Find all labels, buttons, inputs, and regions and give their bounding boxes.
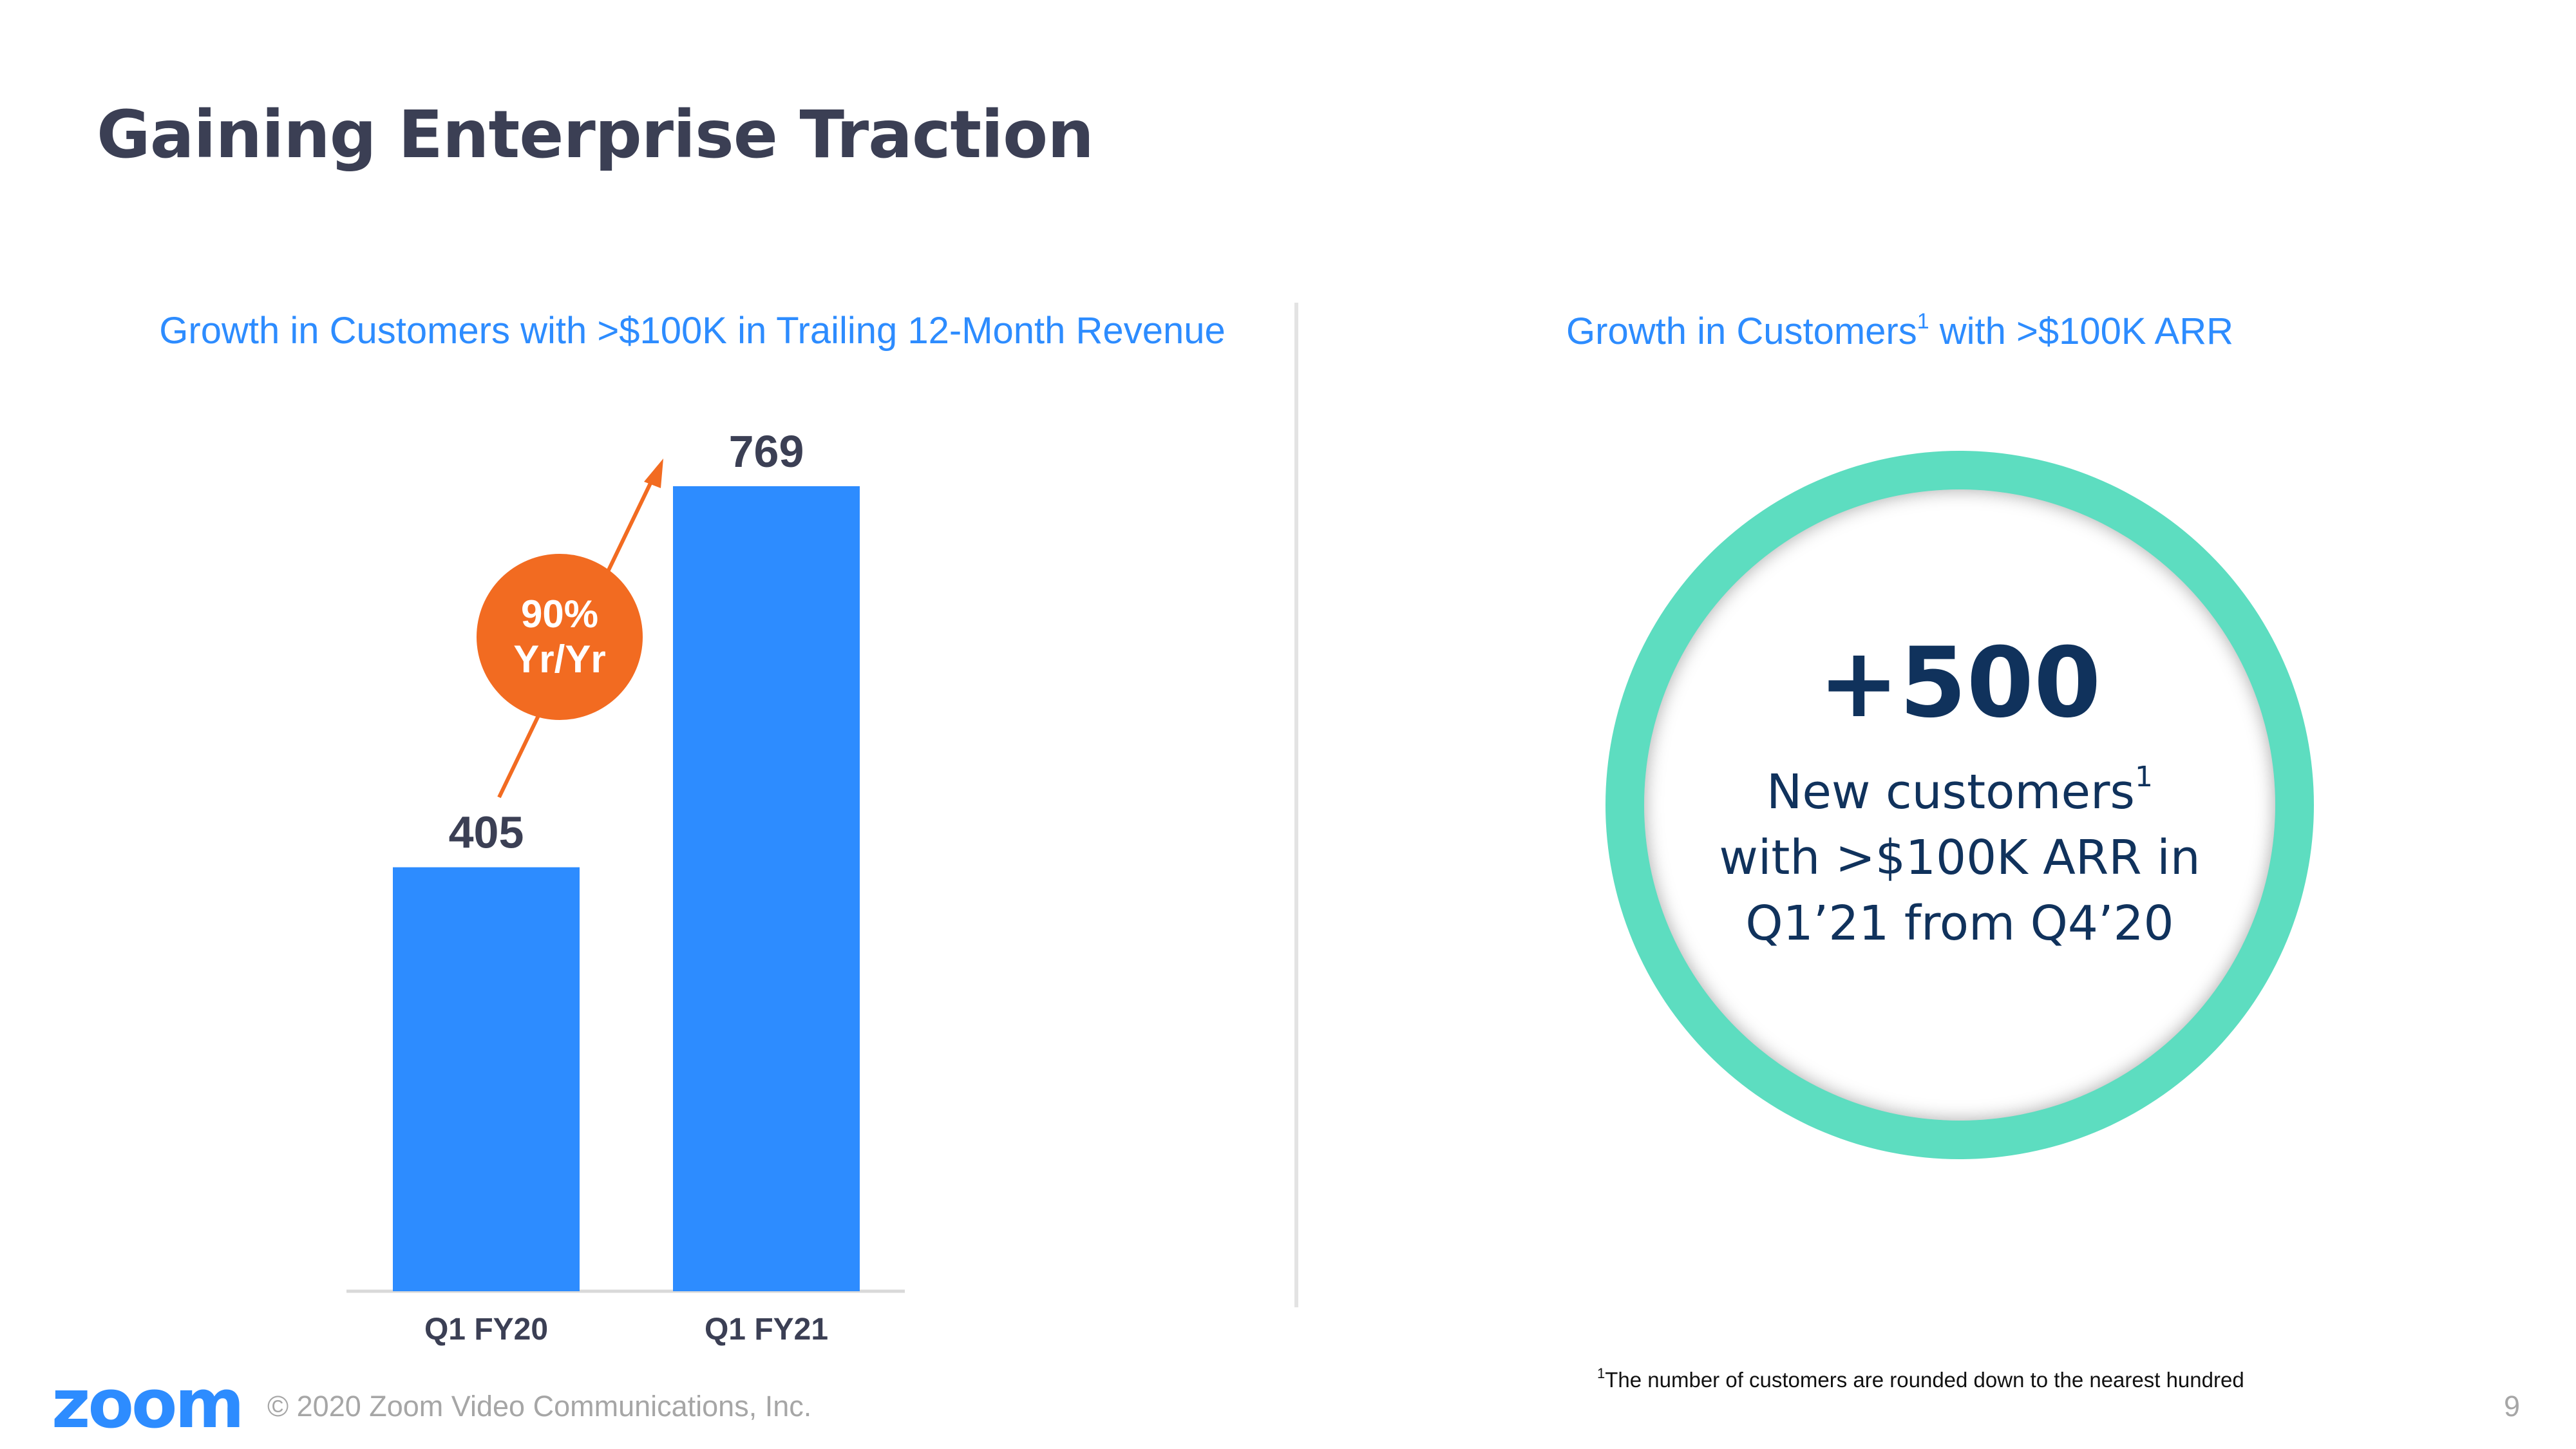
ring-footnote-marker: 1 bbox=[2134, 760, 2153, 793]
growth-arrow-head bbox=[644, 459, 663, 488]
ring-center: +500 New customers1 with >$100K ARR in Q… bbox=[1644, 489, 2275, 1121]
right-panel-title-footnote-marker: 1 bbox=[1917, 309, 1929, 334]
yoy-growth-percent: 90% bbox=[520, 592, 599, 636]
ring-line-1-text: New customers bbox=[1766, 764, 2135, 820]
right-panel-title: Growth in Customers1 with >$100K ARR bbox=[1417, 309, 2383, 353]
new-customers-number: +500 bbox=[1818, 627, 2101, 739]
x-tick-label-1: Q1 FY21 bbox=[705, 1312, 828, 1347]
right-panel-title-post: with >$100K ARR bbox=[1929, 310, 2233, 352]
ring-line-2: with >$100K ARR in bbox=[1719, 829, 2201, 886]
panel-divider bbox=[1294, 303, 1298, 1307]
footnote: 1The number of customers are rounded dow… bbox=[1597, 1365, 2244, 1392]
page-number: 9 bbox=[2504, 1390, 2521, 1423]
data-label-0: 405 bbox=[449, 808, 524, 858]
x-tick-label-0: Q1 FY20 bbox=[424, 1312, 548, 1347]
left-panel-title: Growth in Customers with >$100K in Trail… bbox=[159, 310, 1226, 352]
yoy-growth-badge: 90% Yr/Yr bbox=[477, 554, 643, 720]
zoom-logo: zoom bbox=[52, 1365, 245, 1443]
right-panel-title-pre: Growth in Customers bbox=[1566, 310, 1917, 352]
footnote-text: The number of customers are rounded down… bbox=[1605, 1368, 2244, 1392]
footnote-marker: 1 bbox=[1597, 1365, 1605, 1381]
bar-1 bbox=[673, 486, 860, 1291]
ring-line-1: New customers1 bbox=[1719, 744, 2200, 825]
data-label-1: 769 bbox=[729, 426, 804, 477]
yoy-growth-label: Yr/Yr bbox=[513, 638, 606, 681]
customer-ring: +500 New customers1 with >$100K ARR in Q… bbox=[1605, 451, 2314, 1159]
bar-0 bbox=[393, 867, 580, 1291]
slide-title: Gaining Enterprise Traction bbox=[97, 97, 1094, 173]
ring-description: New customers1 with >$100K ARR in Q1’21 … bbox=[1719, 744, 2200, 956]
ring-line-3: Q1’21 from Q4’20 bbox=[1745, 895, 2174, 951]
copyright-text: © 2020 Zoom Video Communications, Inc. bbox=[267, 1390, 812, 1423]
